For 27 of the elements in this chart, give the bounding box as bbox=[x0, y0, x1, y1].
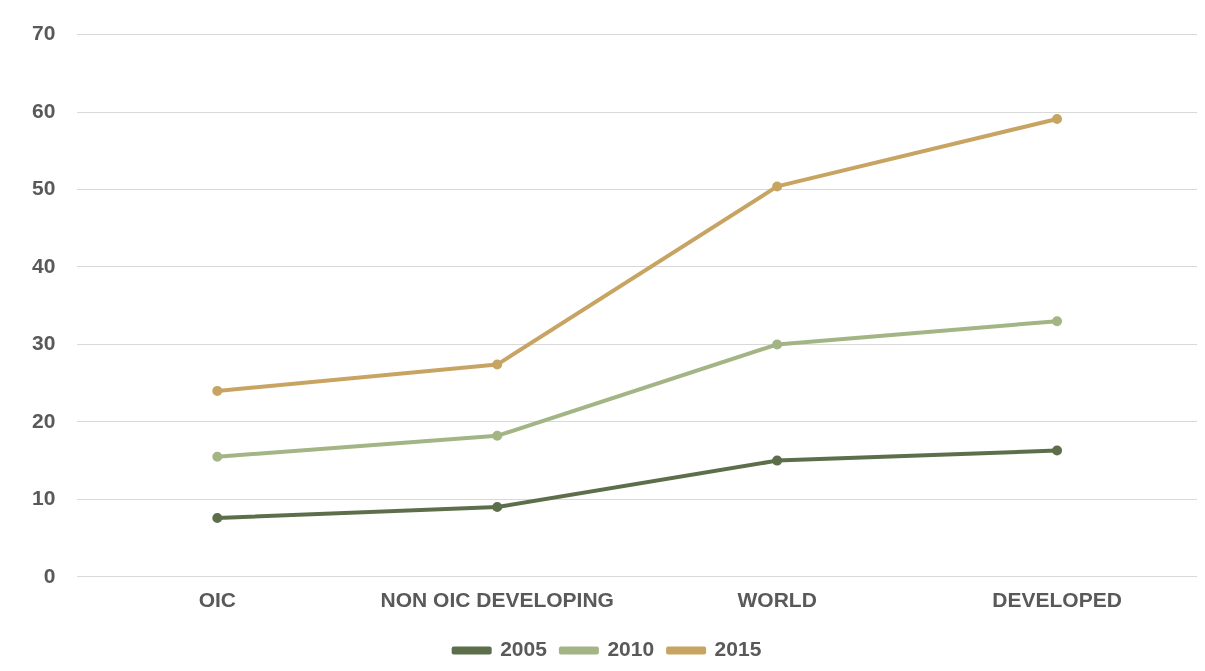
point bbox=[212, 385, 223, 396]
y-tick-label: 30 bbox=[32, 331, 56, 355]
x-tick-label: NON OIC DEVELOPING bbox=[380, 588, 614, 612]
point bbox=[492, 502, 503, 513]
point bbox=[492, 359, 503, 370]
y-tick-label: 0 bbox=[43, 563, 56, 587]
point bbox=[1052, 114, 1063, 125]
point bbox=[772, 455, 783, 466]
legend-label: 2010 bbox=[607, 637, 655, 661]
x-tick-label: DEVELOPED bbox=[992, 588, 1122, 612]
y-tick-label: 70 bbox=[32, 21, 56, 45]
point bbox=[772, 181, 783, 192]
y-tick-label: 60 bbox=[32, 98, 56, 122]
y-tick-label: 50 bbox=[32, 176, 56, 200]
point bbox=[1052, 445, 1063, 456]
point bbox=[212, 451, 223, 462]
point bbox=[492, 430, 503, 441]
y-tick-label: 40 bbox=[32, 253, 56, 277]
y-tick-label: 10 bbox=[32, 486, 56, 510]
point bbox=[212, 512, 223, 523]
x-tick-label: WORLD bbox=[737, 588, 817, 612]
point bbox=[1052, 316, 1063, 327]
legend-label: 2005 bbox=[500, 637, 548, 661]
legend-label: 2015 bbox=[714, 637, 762, 661]
x-tick-label: OIC bbox=[198, 588, 236, 612]
point bbox=[772, 339, 783, 350]
y-tick-label: 20 bbox=[32, 408, 56, 432]
